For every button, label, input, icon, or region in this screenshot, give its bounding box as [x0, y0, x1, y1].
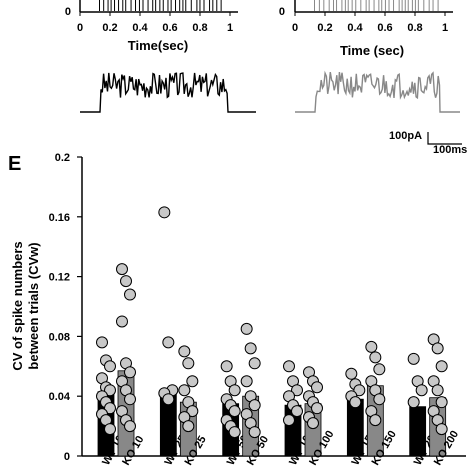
data-point [311, 402, 323, 415]
y-tick-label: 0.08 [49, 331, 70, 343]
data-point [353, 384, 366, 397]
data-point [369, 351, 382, 364]
scale-bar: 100pA 100ms [389, 130, 467, 156]
y-tick-label: 0 [64, 451, 70, 463]
data-point [158, 206, 171, 219]
data-point [365, 340, 378, 353]
data-point [228, 426, 241, 439]
data-point [240, 375, 253, 388]
raster-y-tick: 0 [279, 6, 285, 18]
data-point [104, 402, 116, 415]
raster-x-tick-label: 0.4 [347, 22, 363, 34]
scale-bar-lines [427, 132, 462, 145]
raster-x-tick-label: 0 [77, 22, 83, 34]
data-point [104, 423, 116, 436]
data-point [373, 393, 386, 406]
ylabel-group: CV of spike numbers between trials (CVw) [10, 241, 41, 370]
panel-label: E [8, 153, 21, 175]
raster-panel-ko: 0 0 0.2 0.4 0.6 0.8 1 Time (sec) [279, 0, 453, 58]
data-point [240, 322, 253, 335]
data-point [435, 423, 448, 436]
data-point [369, 414, 382, 427]
data-point [283, 360, 295, 373]
data-point [248, 426, 261, 439]
data-point [291, 384, 303, 397]
raster-x-ticks: 0 0.2 0.4 0.6 0.8 1 [77, 12, 233, 34]
data-point [228, 384, 241, 397]
data-point [182, 357, 195, 370]
data-point [186, 375, 199, 388]
raster-x-ticks: 0 0.2 0.4 0.6 0.8 1 [292, 12, 448, 34]
raster-spikes [99, 0, 222, 11]
data-point [104, 360, 116, 373]
y-tick-label: 0.12 [49, 272, 70, 284]
y-axis-label-line2: between trials (CVw) [26, 242, 41, 369]
data-point [124, 366, 136, 379]
data-point [291, 405, 303, 418]
data-point [220, 360, 233, 373]
data-point [104, 384, 116, 397]
data-point [435, 360, 448, 373]
data-point [349, 396, 362, 409]
data-point [228, 405, 241, 418]
data-point [248, 357, 261, 370]
current-trace-wt [80, 72, 256, 113]
raster-x-label: Time(sec) [128, 38, 188, 53]
data-point [162, 393, 175, 406]
data-point [162, 336, 175, 349]
data-point [120, 275, 132, 288]
raster-panel-wt: 0 0 0.2 0.4 0.6 0.8 1 Time(sec) [65, 0, 238, 53]
data-point [116, 263, 128, 276]
data-point [116, 315, 128, 328]
data-point [124, 393, 136, 406]
raster-x-tick-label: 0.8 [407, 22, 422, 34]
y-tick-label: 0.04 [49, 391, 71, 403]
data-point [345, 367, 358, 380]
data-point [435, 396, 448, 409]
data-point [248, 399, 261, 412]
raster-x-tick-label: 1 [227, 22, 233, 34]
raster-x-label: Time (sec) [340, 43, 404, 58]
scale-bar-time: 100ms [433, 144, 467, 156]
data-point [373, 363, 386, 376]
data-point [244, 342, 257, 355]
raster-x-tick-label: 0.8 [192, 22, 207, 34]
raster-y-tick: 0 [65, 6, 71, 18]
data-point [186, 405, 199, 418]
bar [409, 406, 427, 457]
raster-spikes [314, 0, 439, 11]
data-point [178, 384, 191, 397]
data-point [431, 384, 444, 397]
data-point [407, 352, 420, 365]
data-point [415, 384, 428, 397]
data-point [307, 417, 319, 430]
data-point [96, 336, 108, 349]
raster-x-tick-label: 0.2 [317, 22, 332, 34]
current-trace-ko [295, 70, 460, 113]
raster-x-tick-label: 0.6 [377, 22, 392, 34]
y-tick-label: 0.16 [49, 212, 70, 224]
y-axis-label-line1: CV of spike numbers [10, 241, 25, 370]
y-tick-label: 0.2 [55, 152, 70, 164]
raster-x-tick-label: 0.4 [132, 22, 148, 34]
data-point [407, 396, 420, 409]
raster-x-tick-label: 0.6 [162, 22, 177, 34]
data-point [431, 342, 444, 355]
scale-bar-current: 100pA [389, 130, 422, 142]
raster-x-tick-label: 0 [292, 22, 298, 34]
raster-x-tick-label: 0.2 [102, 22, 117, 34]
data-point [124, 288, 136, 301]
data-point [178, 345, 191, 358]
data-point [311, 381, 323, 394]
data-point [124, 420, 136, 433]
raster-x-tick-label: 1 [442, 22, 448, 34]
data-point [182, 420, 195, 433]
data-point [283, 414, 295, 427]
